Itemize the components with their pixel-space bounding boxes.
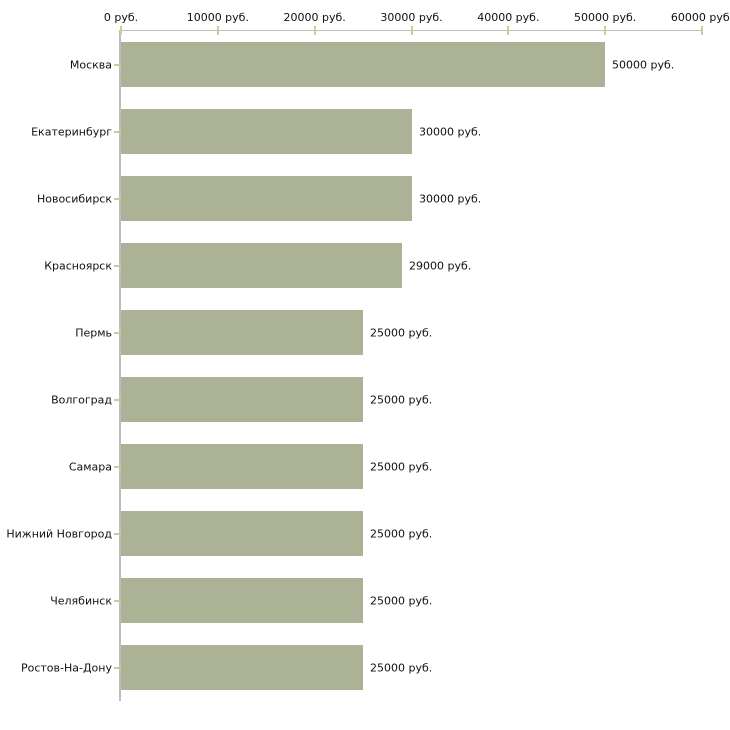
y-axis-tick-mark (114, 331, 121, 334)
bar (121, 444, 363, 489)
bar (121, 310, 363, 355)
bar (121, 377, 363, 422)
x-axis-tick-mark (604, 26, 607, 35)
category-label: Екатеринбург (31, 125, 112, 138)
value-label: 30000 руб. (419, 192, 482, 205)
category-label: Ростов-На-Дону (20, 661, 112, 674)
y-axis-tick-mark (114, 465, 121, 468)
x-axis-tick-mark (120, 26, 122, 35)
x-axis-tick-mark (313, 26, 316, 35)
y-axis-tick-mark (114, 63, 121, 66)
category-label: Москва (69, 58, 112, 71)
x-axis-tick-label: 10000 руб. (186, 11, 249, 24)
x-axis-tick-mark (410, 26, 413, 35)
category-label: Волгоград (51, 393, 112, 406)
category-label: Красноярск (44, 259, 112, 272)
value-label: 25000 руб. (370, 460, 433, 473)
value-label: 30000 руб. (419, 125, 482, 138)
value-label: 50000 руб. (612, 58, 675, 71)
x-axis-tick-label: 0 руб. (103, 11, 139, 24)
y-axis-line (119, 31, 121, 701)
x-axis-tick-label: 40000 руб. (477, 11, 540, 24)
value-label: 25000 руб. (370, 594, 433, 607)
bar (121, 243, 402, 288)
value-label: 25000 руб. (370, 326, 433, 339)
category-label: Нижний Новгород (6, 527, 112, 540)
bar (121, 645, 363, 690)
value-label: 29000 руб. (409, 259, 472, 272)
x-axis-tick-mark (216, 26, 219, 35)
bar (121, 511, 363, 556)
value-label: 25000 руб. (370, 393, 433, 406)
y-axis-tick-mark (114, 599, 121, 602)
bar (121, 109, 412, 154)
x-axis-tick-mark (507, 26, 510, 35)
bar (121, 42, 605, 87)
y-axis-tick-mark (114, 666, 121, 669)
y-axis-tick-mark (114, 532, 121, 535)
category-label: Самара (68, 460, 112, 473)
y-axis-tick-mark (114, 264, 121, 267)
bar (121, 176, 412, 221)
bar (121, 578, 363, 623)
y-axis-tick-mark (114, 197, 121, 200)
value-label: 25000 руб. (370, 661, 433, 674)
y-axis-tick-mark (114, 130, 121, 133)
y-axis-tick-mark (114, 398, 121, 401)
x-axis-tick-mark (701, 26, 703, 35)
category-label: Челябинск (50, 594, 112, 607)
value-label: 25000 руб. (370, 527, 433, 540)
x-axis-tick-label: 30000 руб. (380, 11, 443, 24)
x-axis-tick-label: 20000 руб. (283, 11, 346, 24)
x-axis-tick-label: 50000 руб. (574, 11, 637, 24)
x-axis-tick-label: 60000 руб. (670, 11, 730, 24)
category-label: Новосибирск (36, 192, 112, 205)
category-label: Пермь (75, 326, 112, 339)
